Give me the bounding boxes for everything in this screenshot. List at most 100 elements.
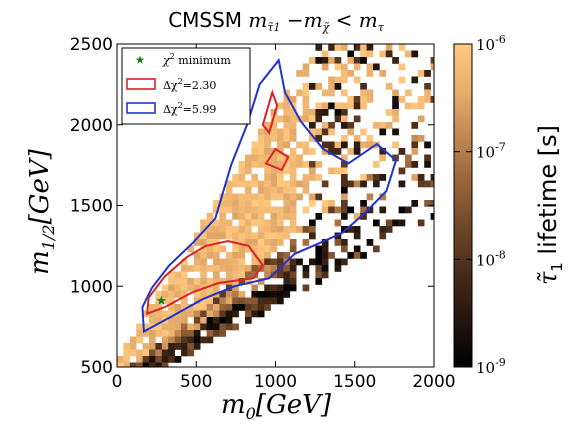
heatmap-cell [283, 180, 291, 188]
heatmap-cell [277, 232, 284, 240]
heatmap-cell [334, 115, 342, 123]
heatmap-cell [289, 219, 297, 227]
heatmap-cell [277, 271, 284, 279]
heatmap-cell [238, 206, 246, 214]
heatmap-cell [283, 109, 291, 116]
heatmap-cell [245, 161, 252, 168]
heatmap-cell [174, 304, 182, 311]
colorbar-label: τ̃1 lifetime [s] [534, 125, 566, 285]
heatmap-cell [238, 245, 246, 253]
heatmap-cell [251, 180, 259, 188]
heatmap-cell [296, 70, 303, 77]
heatmap-cell [257, 180, 265, 188]
heatmap-cell [232, 291, 239, 298]
heatmap-cell [200, 336, 207, 344]
colorbar-ticks: 10-9 10-8 10-7 10-6 [454, 33, 506, 377]
heatmap-cell [251, 154, 259, 162]
heatmap-cell [193, 278, 201, 285]
heatmap-cell [181, 336, 188, 344]
heatmap-cell [430, 213, 434, 220]
heatmap-cell [257, 213, 265, 220]
heatmap-cell [321, 252, 329, 259]
heatmap-cell [264, 304, 271, 311]
heatmap-cell [264, 219, 271, 227]
heatmap-cell [360, 128, 367, 136]
legend: χ2 minimum Δχ2=2.30 Δχ2=5.99 [121, 47, 251, 125]
heatmap-cell [225, 180, 233, 188]
heatmap-cell [430, 180, 434, 188]
heatmap-cell [398, 76, 406, 84]
x-tick-label: 1500 [333, 372, 376, 392]
heatmap-cell [238, 193, 246, 201]
colorbar: 10-9 10-8 10-7 10-6 τ̃1 lifetime [s] [453, 33, 566, 377]
heatmap-cell [302, 284, 310, 292]
heatmap-cell [168, 310, 175, 318]
heatmap-cell [277, 193, 284, 201]
heatmap-cell [270, 284, 278, 292]
heatmap-cell [315, 161, 323, 168]
heatmap-cell [219, 265, 227, 272]
heatmap-cell [398, 148, 406, 155]
heatmap-cell [270, 122, 278, 129]
heatmap-cell [277, 115, 284, 123]
heatmap-cell [302, 102, 310, 110]
heatmap-cell [200, 291, 207, 298]
heatmap-cell [238, 180, 246, 188]
heatmap-cell [360, 96, 367, 103]
heatmap-cell [187, 336, 195, 344]
heatmap-cell [251, 310, 259, 318]
heatmap-cell [289, 265, 297, 272]
heatmap-cell [302, 265, 310, 272]
heatmap-cell [309, 135, 316, 142]
heatmap-cell [296, 141, 303, 149]
heatmap-cell [238, 271, 246, 279]
heatmap-cell [270, 193, 278, 201]
y-tick-label: 2000 [70, 116, 113, 136]
heatmap-cell [219, 310, 227, 318]
heatmap-cell [142, 362, 150, 367]
heatmap-cell [405, 89, 412, 97]
heatmap-cell [353, 232, 361, 240]
heatmap-cell [334, 76, 342, 84]
heatmap-cell [353, 141, 361, 149]
heatmap-cell [379, 226, 387, 233]
heatmap-cell [392, 141, 399, 149]
heatmap-cell [181, 265, 188, 272]
heatmap-cell [366, 96, 374, 103]
heatmap-cell [245, 304, 252, 311]
heatmap-cell [315, 265, 323, 272]
heatmap-cell [283, 226, 291, 233]
heatmap-cell [225, 317, 233, 324]
heatmap-cell [392, 219, 399, 227]
heatmap-cell [302, 271, 310, 279]
heatmap-cell [373, 63, 380, 71]
heatmap-cell [181, 349, 188, 357]
heatmap-cell [245, 271, 252, 279]
heatmap-cell [245, 200, 252, 207]
heatmap-cell [398, 44, 406, 51]
heatmap-cell [360, 44, 367, 51]
heatmap-cell [379, 206, 387, 214]
heatmap-cell [334, 167, 342, 175]
heatmap-cell [213, 219, 220, 227]
heatmap-cell [328, 200, 335, 207]
heatmap-cell [277, 128, 284, 136]
heatmap-cell [379, 128, 387, 136]
heatmap-cell [309, 122, 316, 129]
heatmap-cell [366, 70, 374, 77]
heatmap-cell [309, 219, 316, 227]
heatmap-cell [328, 89, 335, 97]
heatmap-cell [411, 141, 419, 149]
heatmap-cell [411, 161, 419, 168]
heatmap-cell [213, 278, 220, 285]
heatmap-cell [238, 232, 246, 240]
legend-box-marker-68 [126, 78, 156, 90]
heatmap-cell [328, 141, 335, 149]
heatmap-cell [257, 187, 265, 194]
heatmap-cell [193, 336, 201, 344]
heatmap-cell [360, 141, 367, 149]
heatmap-cell [341, 200, 348, 207]
heatmap-cell [168, 323, 175, 331]
heatmap-cell [341, 206, 348, 214]
heatmap-cell [219, 226, 227, 233]
